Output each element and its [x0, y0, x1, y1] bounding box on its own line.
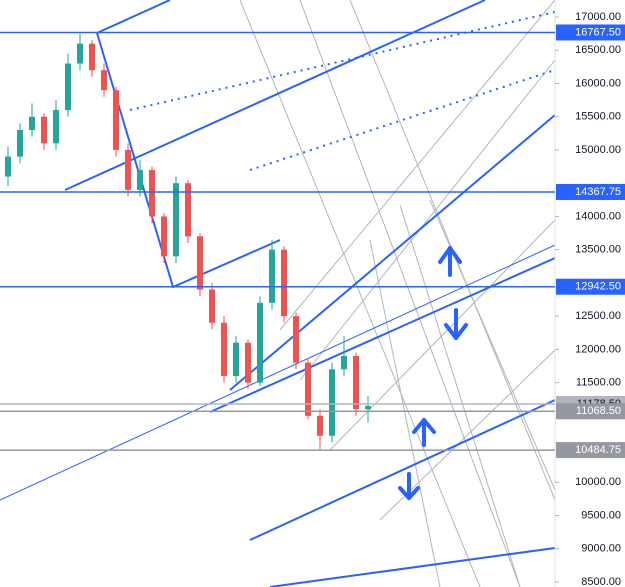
fan-line [399, 204, 521, 587]
y-tick-label: 12500.00 [575, 310, 621, 322]
candle-body [113, 90, 119, 150]
pitchfork-line [229, 114, 556, 391]
candle-body [197, 236, 203, 290]
candle-body [209, 289, 215, 323]
candle-body [173, 183, 179, 257]
candle-body [245, 342, 251, 383]
fan-line [299, 59, 556, 381]
price-level-tag [556, 183, 625, 200]
candle-body [17, 130, 23, 157]
y-tick-label: 17000.00 [575, 11, 621, 23]
candle-body [269, 249, 275, 303]
y-tick-label: 14000.00 [575, 210, 621, 222]
pitchfork-line [269, 547, 556, 587]
pitchfork-line [209, 257, 556, 413]
price-level-label: 11068.50 [576, 405, 621, 417]
fan-line [299, 0, 521, 587]
trend-line [0, 244, 556, 501]
y-tick-label: 11500.00 [576, 377, 621, 389]
candle-body [149, 169, 155, 217]
candle-body [329, 369, 335, 436]
candle-body [65, 63, 71, 111]
pitchfork-line [249, 69, 556, 171]
y-tick-label: 12000.00 [575, 343, 621, 355]
candle-body [89, 43, 95, 71]
price-level-label: 12942.50 [575, 281, 621, 293]
pitchfork-line [129, 11, 556, 111]
candle-body [41, 116, 47, 144]
candle-body [137, 169, 143, 190]
candle-body [341, 356, 347, 370]
candle-body [29, 116, 35, 131]
candle-body [281, 249, 287, 317]
y-tick-label: 8500.00 [581, 576, 621, 587]
y-tick-label: 10000.00 [575, 476, 621, 488]
candle-body [221, 322, 227, 376]
candle-body [293, 316, 299, 363]
fan-line [279, 0, 556, 331]
candle-body [233, 342, 239, 376]
y-tick-label: 13500.00 [575, 244, 621, 256]
candle-body [77, 43, 83, 64]
pitchfork-handle [96, 32, 281, 289]
price-level-label: 14367.75 [575, 186, 621, 198]
pitchfork-line [96, 0, 171, 34]
candle-body [53, 110, 59, 144]
fan-line [239, 0, 481, 587]
candle-body [5, 156, 11, 177]
fan-line [369, 239, 441, 587]
price-level-tag [556, 442, 625, 459]
candle-body [353, 356, 359, 410]
price-level-tag [556, 278, 625, 295]
candle-body [305, 362, 311, 416]
price-level-label: 10484.75 [575, 444, 621, 456]
y-tick-label: 16000.00 [575, 77, 621, 89]
candle-body [101, 70, 107, 91]
candle-body [161, 216, 167, 257]
pitchfork-line [249, 399, 556, 541]
y-tick-label: 15500.00 [575, 111, 621, 123]
candle-body [257, 302, 263, 383]
candle-body [185, 183, 191, 237]
drawings [0, 0, 556, 587]
pitchfork-line [64, 0, 486, 191]
fan-line [429, 199, 556, 491]
candle-body [317, 415, 323, 436]
y-tick-label: 15000.00 [575, 144, 621, 156]
candle-body [365, 405, 371, 410]
candle-body [125, 149, 131, 190]
y-tick-label: 9500.00 [581, 509, 621, 521]
price-level-label: 16767.50 [575, 26, 621, 38]
price-level-tag [556, 403, 625, 420]
y-tick-label: 16500.00 [575, 44, 621, 56]
y-tick-label: 9000.00 [581, 543, 621, 555]
price-level-tag [556, 24, 625, 41]
